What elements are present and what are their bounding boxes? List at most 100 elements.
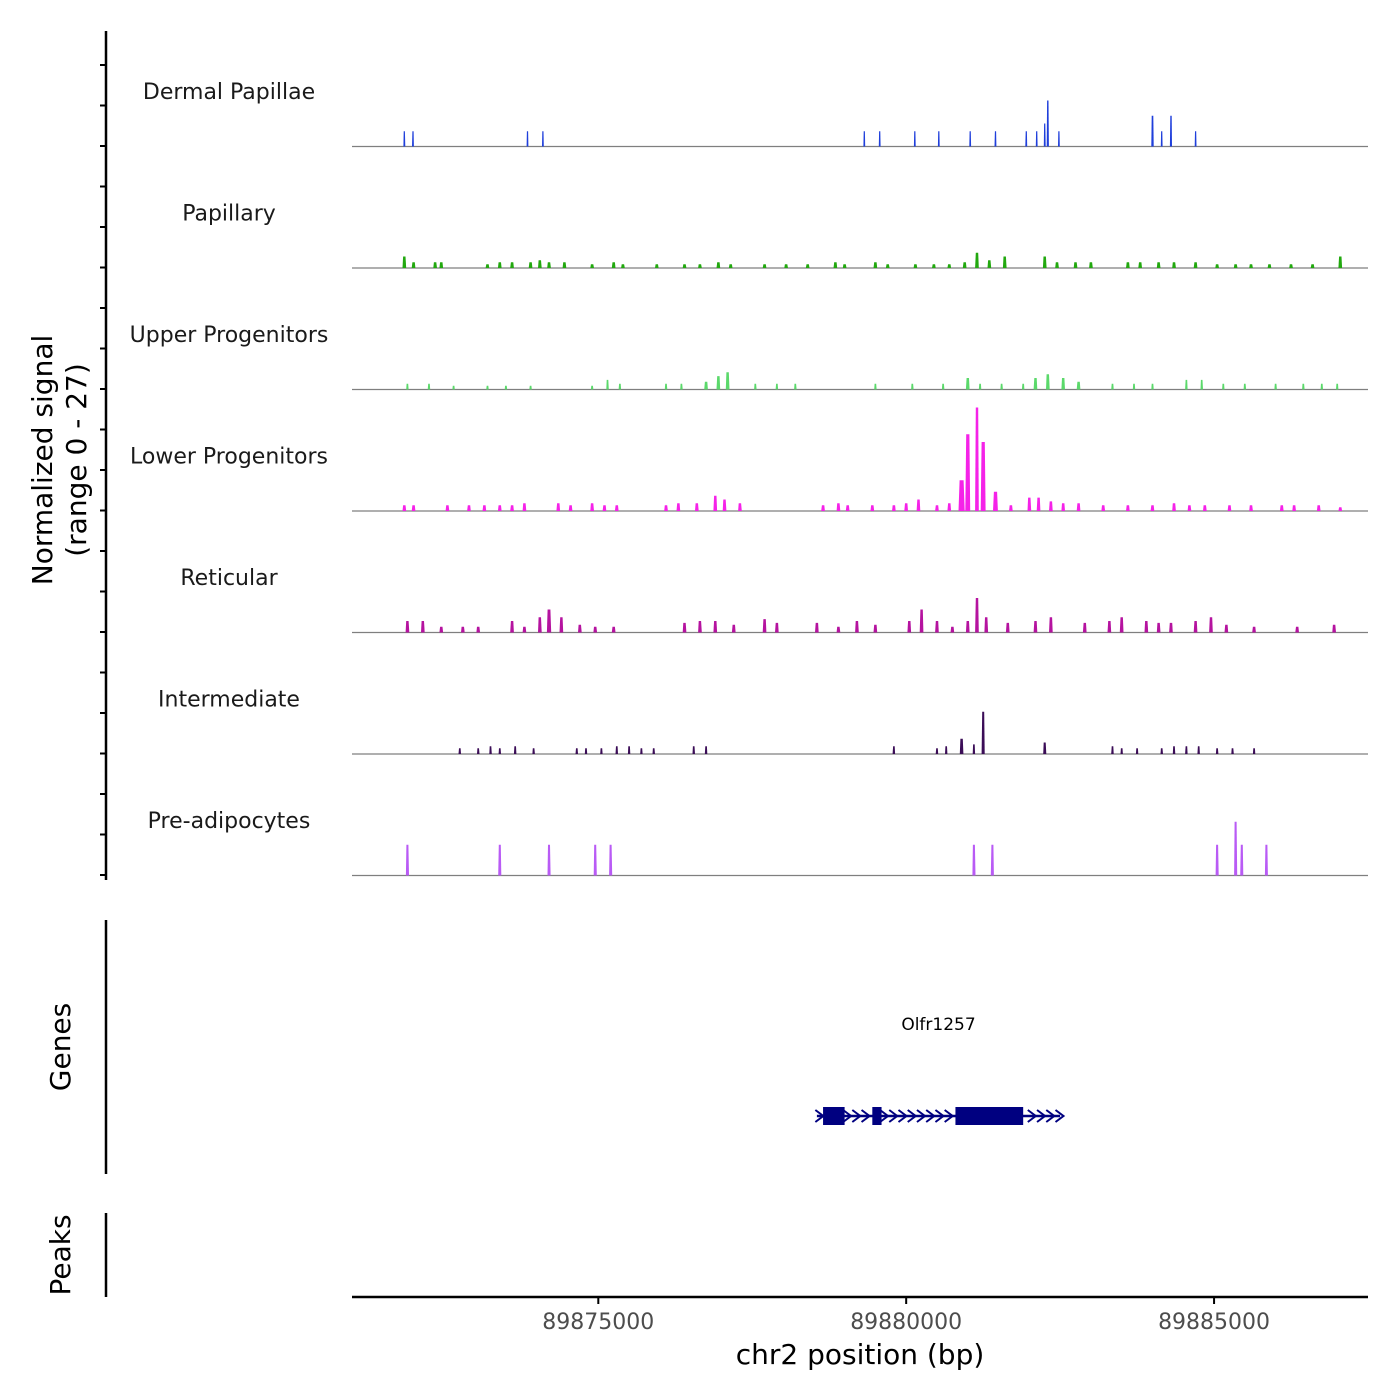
- signal-peak: [692, 746, 695, 754]
- signal-peak: [969, 131, 972, 147]
- strand-arrow: [925, 1109, 936, 1123]
- y-axis-title-line: Normalized signal: [26, 335, 59, 586]
- signal-peak: [1338, 256, 1343, 268]
- signal-peak: [542, 131, 544, 147]
- signal-peak: [885, 264, 890, 268]
- signal-peak: [1076, 503, 1081, 511]
- signal-peak: [911, 383, 914, 390]
- signal-peak: [1061, 378, 1065, 390]
- strand-arrow: [1045, 1109, 1056, 1123]
- signal-peak: [965, 378, 970, 390]
- signal-peak: [562, 262, 567, 268]
- signal-peak: [1126, 505, 1130, 511]
- signal-peak: [728, 264, 733, 268]
- signal-peak: [1316, 505, 1321, 511]
- signal-peak: [1043, 123, 1046, 147]
- signal-peak: [411, 262, 416, 268]
- x-tick-label: 89875000: [542, 1310, 654, 1335]
- signal-peak: [618, 383, 622, 390]
- signal-peak: [1119, 617, 1124, 633]
- signal-peak: [1073, 262, 1078, 268]
- signal-peak: [932, 264, 936, 268]
- signal-peak: [947, 503, 952, 511]
- signal-peak: [405, 844, 409, 876]
- signal-peak: [575, 748, 578, 754]
- track-label: Dermal Papillae: [143, 80, 315, 105]
- track-label: Upper Progenitors: [130, 323, 329, 348]
- strand-arrow: [851, 1109, 862, 1123]
- signal-peak: [406, 383, 409, 390]
- signal-peak: [627, 746, 631, 754]
- signal-peak: [1156, 622, 1161, 633]
- signal-peak: [538, 260, 542, 268]
- signal-peak: [1267, 264, 1272, 268]
- signal-peak: [1169, 622, 1173, 633]
- signal-peak: [916, 499, 921, 511]
- signal-peak: [1111, 746, 1114, 754]
- strand-arrow: [897, 1109, 909, 1123]
- signal-peak: [476, 626, 481, 633]
- genes-title: Genes: [44, 1003, 77, 1091]
- signal-peak: [497, 505, 502, 511]
- peaks-title: Peaks: [44, 1214, 77, 1295]
- signal-peak: [965, 621, 970, 633]
- signal-peak: [1058, 131, 1060, 147]
- signal-peak: [975, 407, 979, 511]
- signal-peak: [713, 621, 718, 633]
- signal-peak: [402, 256, 407, 268]
- y-axis-title: Normalized signal(range 0 - 27): [26, 335, 93, 586]
- signal-peak: [762, 264, 767, 268]
- signal-peak: [614, 505, 619, 511]
- signal-peak: [935, 505, 939, 511]
- signal-peak: [863, 131, 866, 147]
- signal-peak: [510, 505, 514, 511]
- signal-peak: [845, 505, 850, 511]
- signal-peak: [412, 131, 414, 147]
- strand-arrow: [907, 1109, 918, 1123]
- signal-peak: [1292, 505, 1296, 511]
- signal-peak: [980, 442, 986, 511]
- signal-peak: [1160, 131, 1163, 147]
- signal-peak: [695, 503, 699, 511]
- signal-peak: [445, 505, 450, 511]
- signal-peak: [1249, 505, 1253, 511]
- signal-peak: [754, 383, 757, 390]
- signal-peak: [1289, 264, 1293, 268]
- signal-peak: [652, 748, 655, 754]
- signal-peak: [1320, 383, 1323, 390]
- signal-peak: [452, 385, 455, 390]
- signal-peak: [1009, 505, 1013, 511]
- signal-peak: [1061, 503, 1065, 511]
- signal-peak: [731, 624, 736, 633]
- signal-peak: [704, 746, 708, 754]
- signal-peak: [402, 505, 407, 511]
- signal-peak: [738, 503, 742, 511]
- signal-peak: [1193, 262, 1198, 268]
- track-label: Pre-adipocytes: [148, 809, 311, 834]
- signal-peak: [477, 748, 480, 754]
- signal-peak: [919, 609, 924, 633]
- peaks-panel: Peaks: [44, 1213, 108, 1297]
- strand-arrow: [842, 1109, 853, 1123]
- signal-peak: [602, 505, 607, 511]
- signal-peak: [1046, 100, 1049, 147]
- signal-peak: [935, 621, 939, 633]
- signal-peak: [1240, 844, 1244, 876]
- signal-peak: [975, 598, 979, 633]
- signal-peak: [504, 385, 508, 390]
- signal-peak: [1160, 748, 1163, 754]
- signal-peak: [722, 499, 727, 511]
- signal-peak: [593, 844, 597, 876]
- signal-peak: [950, 626, 955, 633]
- signal-peak: [664, 505, 668, 511]
- signal-peak: [913, 264, 918, 268]
- signal-peak: [1138, 262, 1142, 268]
- signal-peak: [1200, 379, 1203, 390]
- signal-peak: [568, 505, 573, 511]
- signal-peak: [405, 621, 410, 633]
- signal-peak: [1249, 264, 1253, 268]
- x-axis: 89875000 89880000 89885000 chr2 position (b…: [352, 1295, 1368, 1371]
- signal-peak: [590, 264, 594, 268]
- signal-peak: [1043, 742, 1047, 754]
- signal-peak: [775, 383, 779, 390]
